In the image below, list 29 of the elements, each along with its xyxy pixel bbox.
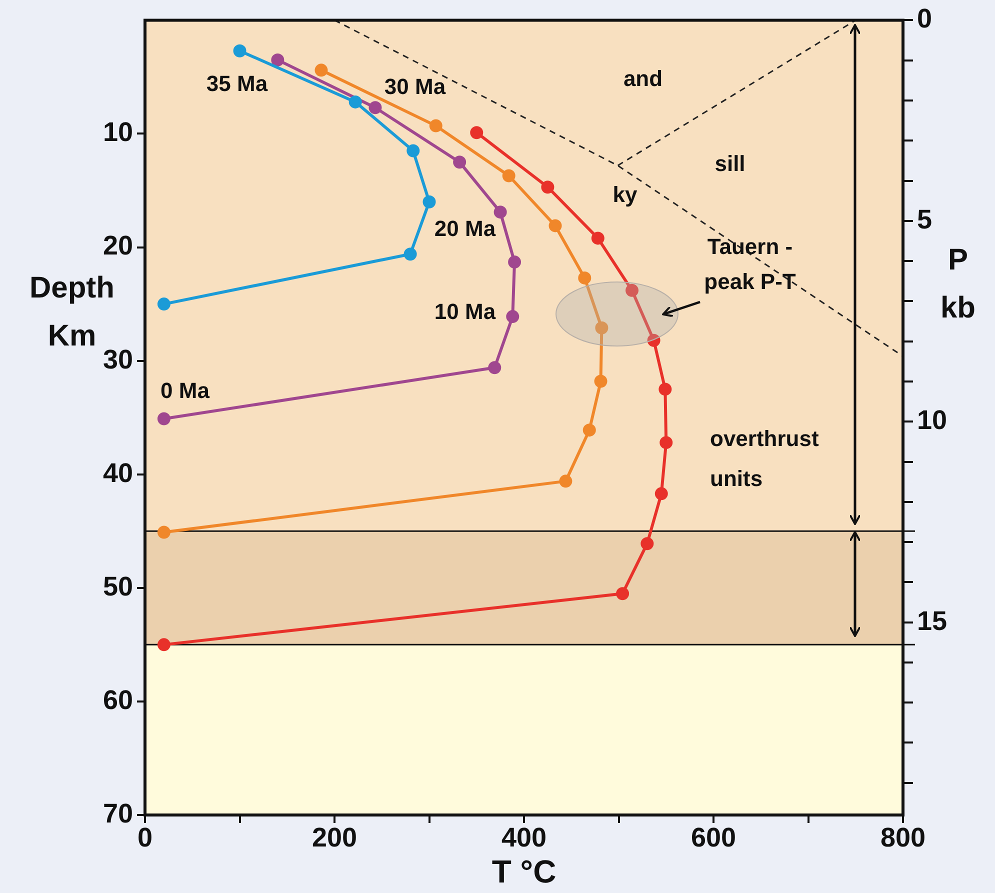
annotation: 0 Ma xyxy=(160,378,210,404)
x-tick-label: 800 xyxy=(880,822,926,853)
annotation: peak P-T xyxy=(704,269,796,294)
annotation: overthrust xyxy=(710,426,820,452)
x-tick-label: 400 xyxy=(501,822,547,853)
x-tick-label: 200 xyxy=(312,822,358,853)
annotation: 35 Ma xyxy=(206,71,268,96)
y2-tick-label: 0 xyxy=(917,4,932,34)
annotation: 30 Ma xyxy=(384,74,446,100)
annotation: Tauern - xyxy=(707,234,793,260)
y-tick-label: 40 xyxy=(102,458,133,488)
y2-tick-label: 5 xyxy=(917,204,932,234)
x-tick-label: 0 xyxy=(137,822,153,853)
y-tick-label: 10 xyxy=(102,117,133,148)
annotation: ky xyxy=(612,182,638,208)
x-tick-label: 600 xyxy=(690,822,736,853)
y-tick-label: 70 xyxy=(102,798,133,828)
annotation: sill xyxy=(714,151,746,176)
y-tick-label: 20 xyxy=(102,230,133,261)
y2-tick-label: 15 xyxy=(917,606,948,636)
y2-tick-label: 10 xyxy=(917,405,948,436)
annotation: 20 Ma xyxy=(434,216,496,242)
annotation: and xyxy=(623,66,663,92)
y2-axis-title: P kb xyxy=(940,243,976,324)
y-tick-label: 60 xyxy=(102,684,133,715)
x-axis-title: T °C xyxy=(492,854,556,890)
annotation: 10 Ma xyxy=(434,299,496,324)
annotation: units xyxy=(710,466,763,492)
y-tick-label: 50 xyxy=(102,571,133,602)
